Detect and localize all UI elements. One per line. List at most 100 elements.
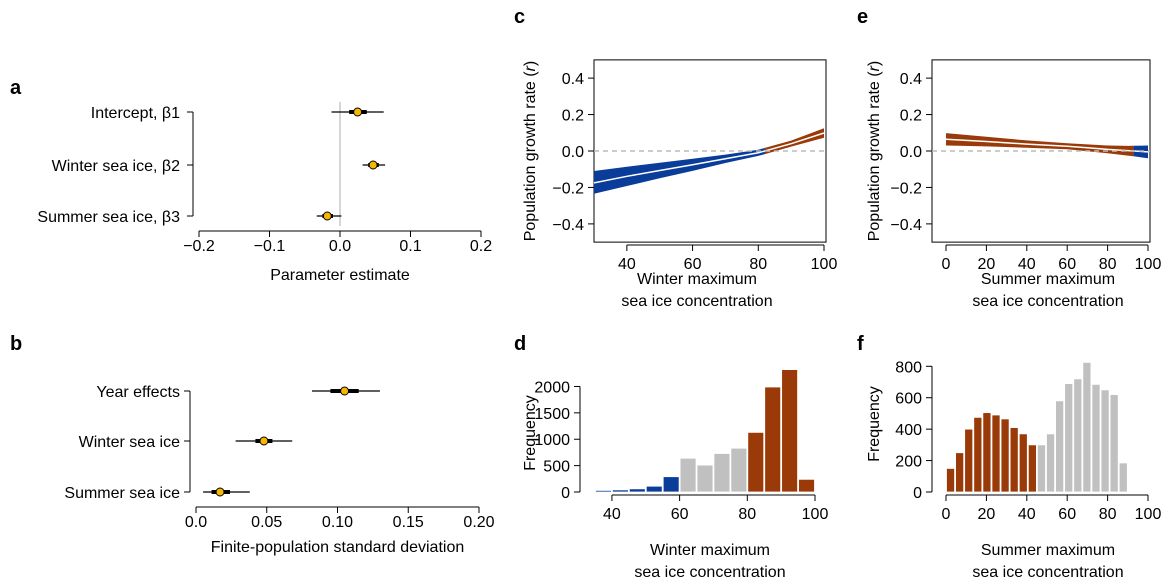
panel-c: −0.4 −0.2 0.0 0.2 0.4 40 60 80 100 Winter maximum… xyxy=(522,59,837,310)
x-tick-label: 40 xyxy=(1018,506,1036,523)
x-tick-label: 100 xyxy=(802,506,829,523)
y-axis-label-part: ) xyxy=(522,61,539,66)
histogram-bar xyxy=(645,485,663,493)
plot-frame xyxy=(593,59,827,243)
histogram-bar xyxy=(1037,444,1046,493)
y-axis-label-part: r xyxy=(522,65,539,71)
histogram-bar xyxy=(982,412,992,493)
x-axis-label: sea ice concentration xyxy=(972,293,1123,310)
y-tick-label: −0.2 xyxy=(552,180,584,197)
panel-d: 0 500 1000 1500 2000 40 60 80 100 Winter maximum s… xyxy=(522,369,829,579)
panel-e: −0.4 −0.2 0.0 0.2 0.4 0 20 40 60 80 100 Summer maxi… xyxy=(866,59,1162,310)
x-tick-label: 0.10 xyxy=(322,514,353,531)
x-tick-label: 40 xyxy=(618,256,636,273)
histogram-bar xyxy=(991,414,1001,493)
category-label: Intercept, β1 xyxy=(91,105,180,122)
y-tick-label: 400 xyxy=(895,422,922,439)
panel-label-b: b xyxy=(10,333,22,355)
histogram-bar xyxy=(1100,389,1110,493)
x-tick-label: 60 xyxy=(1058,256,1076,273)
estimate-point xyxy=(368,160,378,170)
x-tick-label: 0.15 xyxy=(393,514,424,531)
histogram-bar xyxy=(1082,361,1092,493)
x-tick-label: 60 xyxy=(684,256,702,273)
histogram-bar xyxy=(747,431,765,493)
x-tick-label: 60 xyxy=(671,506,689,523)
y-tick-label: 0.2 xyxy=(900,108,922,125)
x-tick-label: 0 xyxy=(942,256,951,273)
x-tick-label: 80 xyxy=(1099,506,1117,523)
x-axis-label: Finite-population standard deviation xyxy=(211,539,465,556)
estimate-point xyxy=(259,436,269,446)
x-tick-label: 80 xyxy=(1099,256,1117,273)
x-tick-label: 80 xyxy=(749,256,767,273)
x-tick-label: 40 xyxy=(603,506,621,523)
x-tick-label: 100 xyxy=(1135,256,1162,273)
y-axis-label: Frequency xyxy=(866,386,883,462)
y-axis-label-part: r xyxy=(866,65,883,71)
x-axis-label: Summer maximum xyxy=(981,271,1115,288)
category-label: Summer sea ice, β3 xyxy=(37,209,180,226)
x-tick-label: 20 xyxy=(978,256,996,273)
x-axis-label: sea ice concentration xyxy=(634,564,785,579)
histogram-bar xyxy=(1118,462,1128,493)
y-tick-label: 1500 xyxy=(534,406,570,423)
y-tick-label: 2000 xyxy=(534,379,570,396)
y-axis-label-part: Population growth rate ( xyxy=(522,71,539,242)
y-tick-label: 0.0 xyxy=(562,144,584,161)
histogram-bar xyxy=(612,489,629,493)
panel-f: 0 200 400 600 800 0 20 40 60 80 100 Summer maximum s… xyxy=(866,359,1161,579)
x-axis-label: Winter maximum xyxy=(650,542,770,559)
y-axis-label: Population growth rate (r) xyxy=(866,61,883,242)
histogram-bar xyxy=(946,468,955,493)
x-tick-label: −0.1 xyxy=(254,238,286,255)
histogram-bar xyxy=(1009,427,1019,493)
y-tick-label: 0.4 xyxy=(562,71,584,88)
y-tick-label: 0 xyxy=(561,485,570,502)
panel-b: Year effects Winter sea ice Summer sea ice… xyxy=(64,384,494,556)
x-axis-label: Summer maximum xyxy=(981,542,1115,559)
y-axis-label: Population growth rate (r) xyxy=(522,61,539,242)
x-axis-label: Parameter estimate xyxy=(270,267,410,284)
panel-label-e: e xyxy=(857,6,868,28)
histogram-bar xyxy=(1018,433,1028,493)
y-tick-label: −0.2 xyxy=(890,180,922,197)
x-tick-label: 20 xyxy=(978,506,996,523)
histogram-bar xyxy=(798,478,815,493)
category-label: Summer sea ice xyxy=(64,485,180,502)
histogram-bar xyxy=(781,369,798,493)
histogram-bar xyxy=(595,490,612,493)
estimate-point xyxy=(353,107,363,117)
y-tick-label: 0.2 xyxy=(562,108,584,125)
histogram-bar xyxy=(1073,378,1083,493)
confidence-band-second xyxy=(764,128,824,155)
histogram-bar xyxy=(679,457,697,493)
y-tick-label: −0.4 xyxy=(890,217,922,234)
panel-label-f: f xyxy=(857,333,864,355)
y-axis-label: Frequency xyxy=(522,395,539,471)
histogram-bar xyxy=(1109,394,1119,493)
y-tick-label: −0.4 xyxy=(552,217,584,234)
histogram-bar xyxy=(1055,400,1065,493)
y-tick-label: 0.0 xyxy=(900,144,922,161)
x-axis-label: Winter maximum xyxy=(637,271,757,288)
x-tick-label: 0.1 xyxy=(399,238,421,255)
x-tick-label: 0 xyxy=(942,506,951,523)
x-tick-label: 0.20 xyxy=(463,514,494,531)
estimate-point xyxy=(322,211,332,221)
category-label: Winter sea ice, β2 xyxy=(52,158,180,175)
panel-label-d: d xyxy=(514,333,526,355)
x-tick-label: 0.05 xyxy=(251,514,282,531)
histogram-bar xyxy=(764,386,782,493)
category-label: Winter sea ice xyxy=(79,434,180,451)
histogram-bar xyxy=(696,464,714,493)
x-tick-label: 0.0 xyxy=(185,514,207,531)
estimate-point xyxy=(340,386,350,396)
histogram-bar xyxy=(713,453,731,493)
category-label: Year effects xyxy=(96,384,180,401)
y-axis-label-part: ) xyxy=(866,61,883,66)
y-axis-label-part: Population growth rate ( xyxy=(866,71,883,242)
histogram-bar xyxy=(628,488,646,493)
x-axis-label: sea ice concentration xyxy=(621,293,772,310)
